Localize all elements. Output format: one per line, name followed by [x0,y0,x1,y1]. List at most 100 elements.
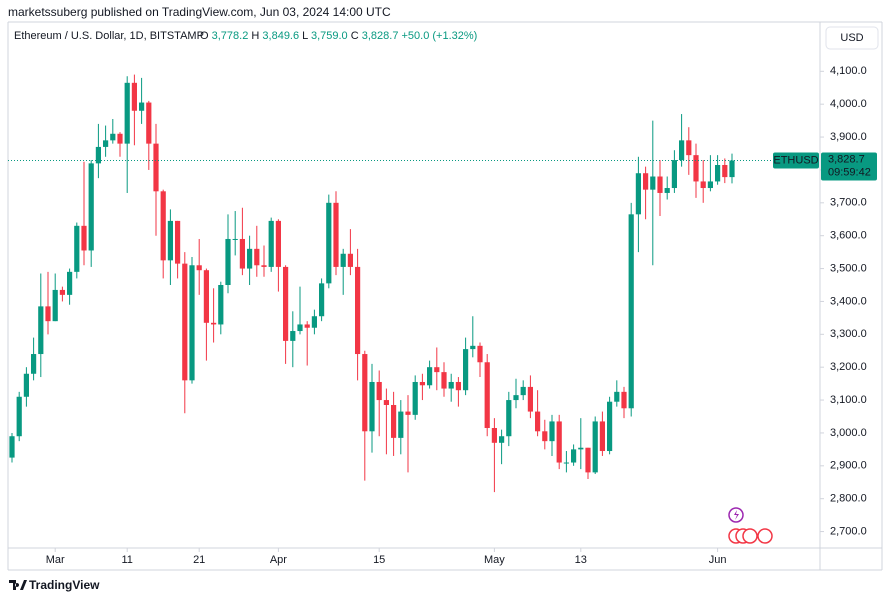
candle-body [585,447,591,473]
candle-body [527,386,533,412]
candle-body [484,362,490,429]
candle-body [383,400,389,405]
candle-body [405,411,411,415]
y-tick-label: 2,800.0 [830,493,867,505]
x-tick-label: Apr [270,554,287,566]
candle-body [427,367,433,386]
event-icon[interactable] [757,528,773,544]
candle-body [59,289,65,295]
candle-body [729,160,735,178]
candle-body [434,367,440,373]
legend-item: +50.0 (+1.32%) [402,30,478,42]
y-tick-label: 3,100.0 [830,394,867,406]
legend-item: 3,828.7 [362,30,399,42]
currency[interactable]: USD [840,32,863,44]
candle-body [470,345,476,350]
candle-body [283,266,289,341]
y-tick-label: 3,000.0 [830,427,867,439]
candle-body [16,396,22,437]
candle-body [549,421,555,442]
candle-body [45,306,51,322]
candle-body [131,82,137,111]
y-tick-label: 2,900.0 [830,460,867,472]
candle-body [571,449,577,463]
candle-body [347,253,353,267]
y-tick-label: 3,700.0 [830,197,867,209]
candle-body [499,436,505,443]
candle-body [239,238,245,269]
candle-body [679,140,685,161]
candle-body [686,140,692,156]
candle-body [391,404,397,438]
candle-body [254,248,260,266]
x-tick-label: 15 [373,554,385,566]
y-tick-label: 3,400.0 [830,295,867,307]
candle-body [189,265,195,381]
candle-body [103,140,109,147]
candle-body [261,265,267,267]
candle-body [74,225,80,272]
candle-body [419,381,425,386]
candle-body [297,324,303,332]
candle-body [326,202,332,284]
candle-body [643,173,649,190]
chart-title: Ethereum / U.S. Dollar, 1D, BITSTAMP [14,30,204,42]
candle-body [160,191,166,261]
candle-body [182,263,188,381]
legend-item: 3,849.6 [262,30,299,42]
candle-body [311,316,317,328]
legend-item: 3,759.0 [311,30,348,42]
candle-body [81,225,87,251]
symbol-tag [773,152,819,169]
legend-item: L [302,30,308,42]
candle-body [88,163,94,251]
candle-body [319,283,325,317]
y-tick-label: 3,500.0 [830,262,867,274]
candle-body [196,265,202,271]
event-icon[interactable] [742,528,758,544]
candle-body [290,331,296,341]
candle-body [31,354,37,374]
candle-body [110,133,116,141]
candle-body [412,381,418,415]
candle-body [218,285,224,325]
price-tag-label: 3,828.7 [828,153,865,165]
y-tick-label: 3,200.0 [830,361,867,373]
candle-body [607,401,613,452]
candle-body [542,431,548,442]
brand-logo [9,580,27,590]
candle-body [369,381,375,432]
candle-body [563,462,569,464]
y-tick-label: 3,900.0 [830,131,867,143]
ohlc-legend: O 3,778.2 H 3,849.6 L 3,759.0 C 3,828.7 … [200,30,477,42]
candle-body [448,381,454,389]
candle-body [722,165,728,178]
candle-body [376,381,382,401]
candle-body [232,238,238,240]
x-tick-label: 13 [575,554,587,566]
candle-body [599,421,605,452]
candle-body [635,173,641,215]
candle-body [340,253,346,267]
candle-body [455,381,461,391]
currency-button[interactable] [825,26,879,50]
symbol-tag-label: ETHUSD [773,154,818,166]
y-tick-label: 3,600.0 [830,230,867,242]
candle-body [211,322,217,325]
candle-body [124,82,130,144]
candle-body [52,289,58,322]
candle-body [578,447,584,450]
candle-body [398,411,404,438]
candle-body [175,220,181,264]
y-tick-label: 4,100.0 [830,65,867,77]
candle-body [477,345,483,363]
legend-item: C [351,30,359,42]
candle-body [268,220,274,267]
x-tick-label: May [484,554,505,566]
candle-body [621,391,627,409]
legend-item: 3,778.2 [212,30,249,42]
y-tick-label: 2,700.0 [830,525,867,537]
candle-body [628,214,634,409]
candle-body [700,181,706,189]
